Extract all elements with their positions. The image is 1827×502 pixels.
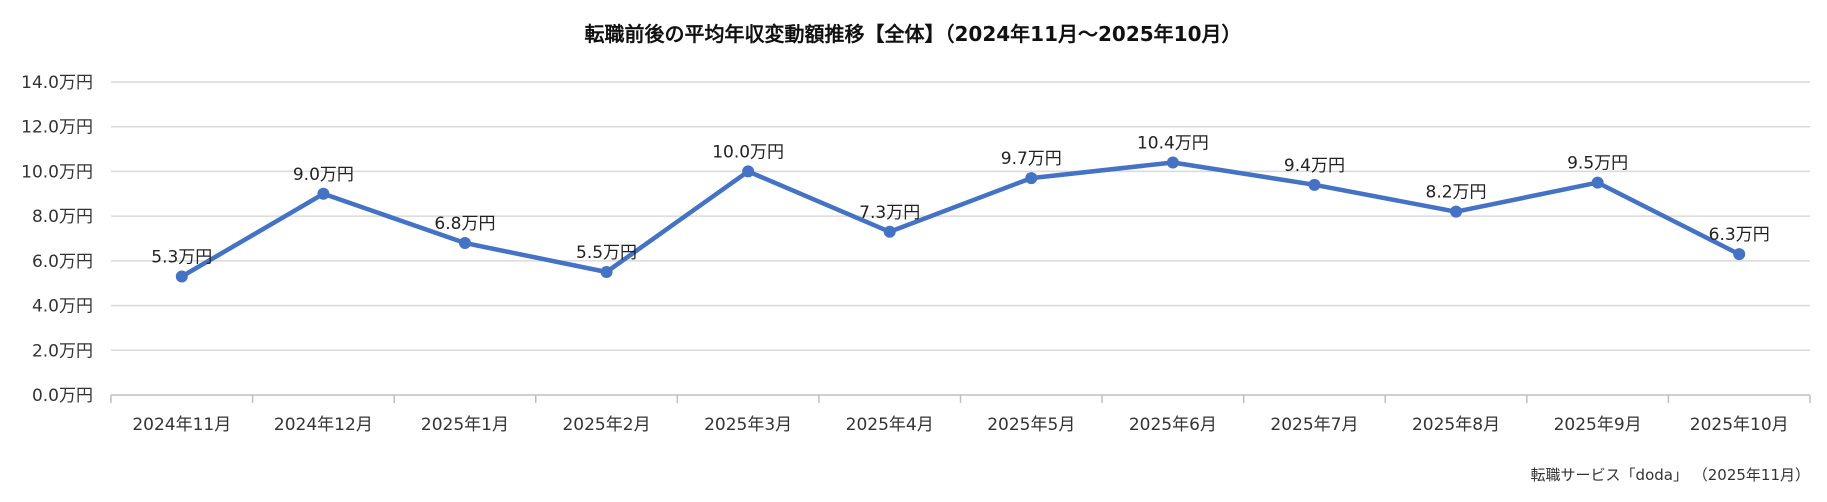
source-note: 転職サービス「doda」 （2025年11月）: [1531, 466, 1810, 484]
y-tick-label: 12.0万円: [21, 118, 93, 138]
data-point: [742, 165, 755, 178]
x-tick-label: 2025年4月: [846, 415, 934, 435]
y-tick-label: 8.0万円: [32, 207, 93, 227]
x-axis: [110, 394, 1811, 403]
x-tick-label: 2025年7月: [1270, 415, 1358, 435]
y-tick-label: 0.0万円: [32, 386, 93, 406]
y-axis-tick-labels: 0.0万円 2.0万円 4.0万円 6.0万円 8.0万円 10.0万円 12.0万円 14.…: [21, 73, 93, 406]
x-tick-label: 2025年1月: [421, 415, 509, 435]
data-label: 9.5万円: [1567, 154, 1628, 174]
data-point: [1025, 172, 1038, 185]
x-tick-label: 2025年9月: [1554, 415, 1642, 435]
y-tick-label: 6.0万円: [32, 252, 93, 272]
data-point: [600, 266, 613, 279]
gridlines: [111, 81, 1810, 352]
data-label: 5.5万円: [576, 243, 637, 263]
data-point: [883, 225, 896, 238]
data-label: 8.2万円: [1426, 183, 1487, 203]
x-tick-label: 2025年10月: [1690, 415, 1789, 435]
data-point: [1733, 248, 1746, 261]
data-label: 6.3万円: [1709, 225, 1770, 245]
x-tick-label: 2024年11月: [132, 415, 231, 435]
y-tick-label: 4.0万円: [32, 297, 93, 317]
data-label: 9.0万円: [293, 165, 354, 185]
data-point: [317, 187, 330, 200]
x-tick-label: 2025年8月: [1412, 415, 1500, 435]
data-point: [175, 270, 188, 283]
x-tick-label: 2025年3月: [704, 415, 792, 435]
data-label: 6.8万円: [434, 214, 495, 234]
data-label: 5.3万円: [151, 248, 212, 268]
data-point: [1308, 178, 1321, 191]
data-labels: 5.3万円 9.0万円 6.8万円 5.5万円 10.0万円 7.3万円 9.7万円 10.4…: [151, 133, 1769, 267]
x-tick-label: 2025年2月: [562, 415, 650, 435]
data-label: 7.3万円: [859, 203, 920, 223]
x-tick-label: 2025年5月: [987, 415, 1075, 435]
y-tick-label: 2.0万円: [32, 341, 93, 361]
x-tick-label: 2025年6月: [1129, 415, 1217, 435]
chart-title: 転職前後の平均年収変動額推移【全体】（2024年11月～2025年10月）: [585, 22, 1242, 46]
y-tick-label: 14.0万円: [21, 73, 93, 93]
data-label: 10.0万円: [712, 142, 784, 162]
y-tick-label: 10.0万円: [21, 162, 93, 182]
data-label: 9.7万円: [1001, 149, 1062, 169]
data-label: 10.4万円: [1137, 133, 1209, 153]
series-line: [180, 160, 1741, 279]
x-axis-tick-labels: 2024年11月 2024年12月 2025年1月 2025年2月 2025年3月 202…: [132, 415, 1788, 435]
data-point: [1450, 205, 1463, 218]
data-point: [458, 236, 471, 249]
data-point: [1591, 176, 1604, 189]
data-label: 9.4万円: [1284, 156, 1345, 176]
data-point: [1166, 156, 1179, 169]
x-tick-label: 2024年12月: [274, 415, 373, 435]
data-points: [175, 156, 1746, 283]
